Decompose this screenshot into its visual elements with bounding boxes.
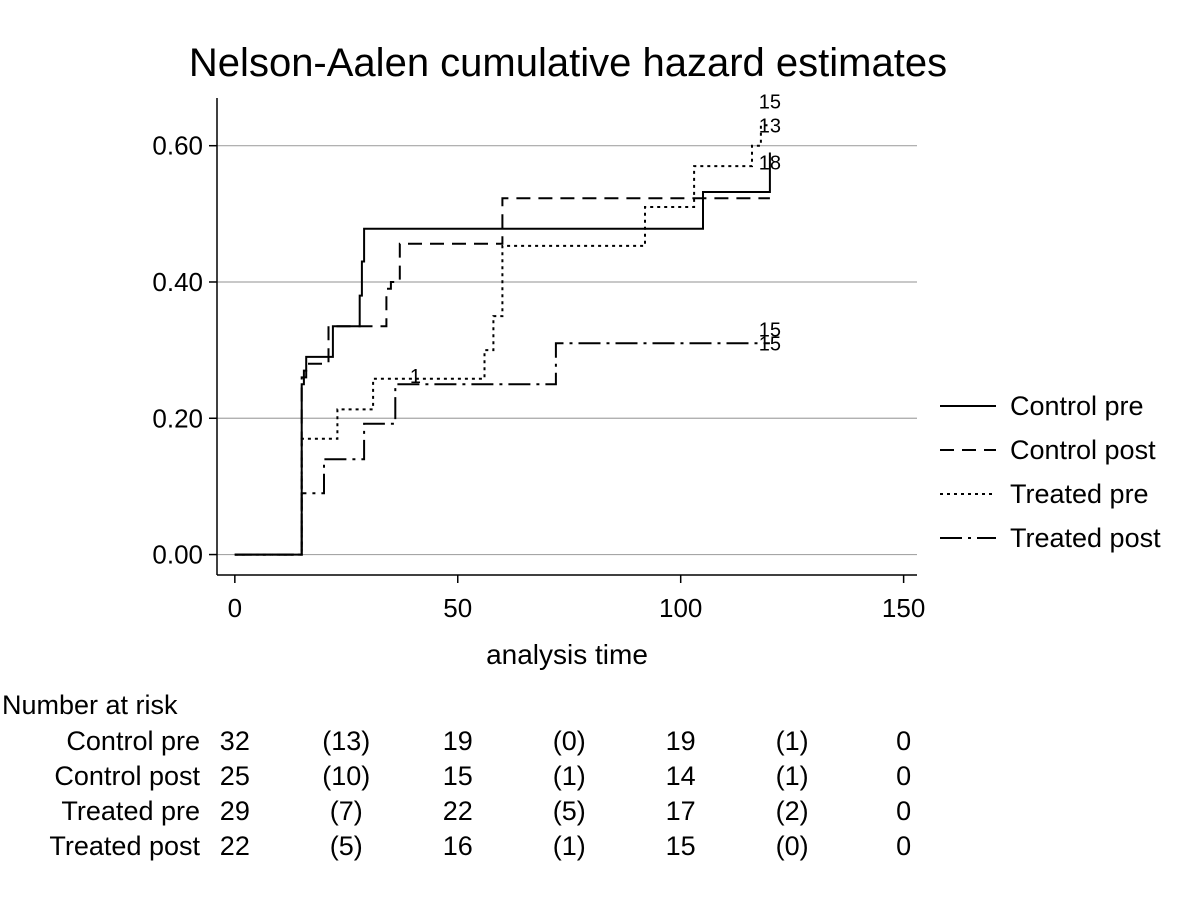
y-tick-label: 0.00 [152,540,203,570]
risk-cell: 22 [443,796,473,826]
x-tick-label: 50 [443,593,472,623]
risk-cell: (0) [553,726,586,756]
risk-cell: (1) [776,726,809,756]
series-line-3 [234,342,770,556]
risk-cell: 19 [443,726,473,756]
risk-cell: (0) [776,831,809,861]
risk-cell: (1) [553,761,586,791]
risk-cell: 0 [896,726,911,756]
y-tick-label: 0.20 [152,403,203,433]
risk-cell: 14 [666,761,696,791]
risk-row-label: Control pre [66,726,200,756]
series-line-0 [234,152,771,556]
series-line-2 [234,124,770,556]
risk-cell: 15 [666,831,696,861]
risk-table: Number at risk Control pre 32 (13) 19 (0) 19 (1… [2,690,911,861]
risk-row-label: Treated post [49,831,200,861]
legend-label: Treated pre [1010,479,1149,509]
grid-lines [217,145,917,556]
risk-cell: 0 [896,831,911,861]
risk-cell: (13) [322,726,370,756]
risk-cell: 22 [220,831,250,861]
chart-title: Nelson-Aalen cumulative hazard estimates [189,41,947,85]
risk-row-label: Control post [54,761,200,791]
risk-cell: 15 [443,761,473,791]
annotation: 15 [759,91,781,113]
y-tick-label: 0.40 [152,267,203,297]
y-tick-label: 0.60 [152,131,203,161]
x-tick-label: 0 [228,593,242,623]
x-axis-label: analysis time [486,639,648,670]
axes: 0.00 0.20 0.40 0.60 0 50 100 150 [152,98,925,623]
risk-cell: 19 [666,726,696,756]
series-line-1 [234,197,770,556]
risk-cell: (2) [776,796,809,826]
series-end-label: 18 [759,153,781,175]
legend-label: Control pre [1010,391,1144,421]
risk-cell: 0 [896,796,911,826]
risk-cell: (5) [330,831,363,861]
x-tick-label: 100 [659,593,702,623]
risk-row-label: Treated pre [61,796,200,826]
legend: Control pre Control post Treated pre Treate… [940,391,1161,553]
annotation: 15 [759,320,781,342]
series-end-label: 15 [759,333,781,355]
annotation: 1 [410,366,421,388]
legend-label: Control post [1010,435,1156,465]
risk-cell: (7) [330,796,363,826]
risk-cell: (5) [553,796,586,826]
series-layer [234,124,771,556]
risk-cell: (1) [553,831,586,861]
series-end-label: 13 [759,115,781,137]
risk-cell: 16 [443,831,473,861]
risk-cell: (1) [776,761,809,791]
legend-label: Treated post [1010,523,1161,553]
risk-cell: 0 [896,761,911,791]
risk-cell: 25 [220,761,250,791]
x-tick-label: 150 [882,593,925,623]
risk-cell: 29 [220,796,250,826]
risk-cell: 32 [220,726,250,756]
risk-table-title: Number at risk [2,690,178,720]
risk-cell: (10) [322,761,370,791]
risk-cell: 17 [666,796,696,826]
